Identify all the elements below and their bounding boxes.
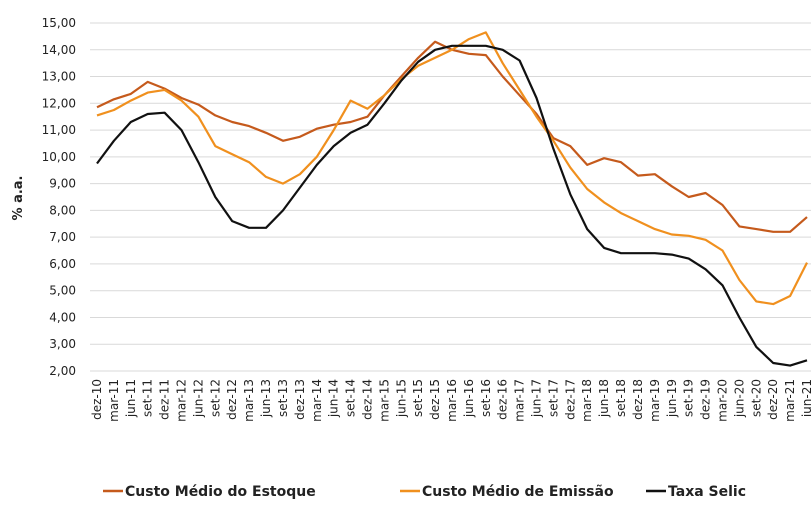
- x-tick-label: mar-16: [445, 379, 459, 422]
- x-tick-label: jun-19: [665, 379, 679, 418]
- series-line: [96, 31, 808, 306]
- y-tick-label: 11,00: [42, 123, 76, 137]
- x-tick-label: dez-15: [428, 379, 442, 420]
- x-tick-label: mar-12: [175, 379, 189, 422]
- x-tick-label: dez-12: [225, 379, 239, 420]
- y-tick-label: 6,00: [49, 257, 76, 271]
- x-tick-label: set-18: [614, 379, 628, 417]
- x-tick-label: jun-14: [327, 379, 341, 418]
- x-tick-label: dez-14: [360, 379, 374, 420]
- x-tick-label: jun-13: [259, 379, 273, 418]
- x-tick-label: dez-19: [699, 379, 713, 420]
- x-tick-label: dez-16: [496, 379, 510, 420]
- y-tick-label: 7,00: [49, 230, 76, 244]
- x-tick-label: jun-11: [124, 379, 138, 418]
- x-tick-label: mar-13: [242, 379, 256, 422]
- x-tick-label: set-17: [546, 379, 560, 417]
- y-tick-label: 15,00: [42, 16, 76, 30]
- y-tick-label: 2,00: [49, 364, 76, 378]
- x-tick-label: jun-15: [394, 379, 408, 418]
- y-axis-label: % a.a.: [11, 176, 26, 221]
- x-tick-label: jun-12: [191, 379, 205, 418]
- x-tick-label: dez-20: [766, 379, 780, 420]
- x-tick-label: mar-21: [783, 379, 797, 422]
- x-tick-label: mar-11: [107, 379, 121, 422]
- x-tick-label: set-16: [479, 379, 493, 417]
- x-tick-label: jun-18: [597, 379, 611, 418]
- x-tick-label: jun-16: [462, 379, 476, 418]
- x-tick-label: dez-13: [293, 379, 307, 420]
- x-tick-label: mar-18: [580, 379, 594, 422]
- x-tick-label: dez-18: [631, 379, 645, 420]
- y-tick-label: 8,00: [49, 203, 76, 217]
- x-tick-label: mar-17: [513, 379, 527, 422]
- x-tick-label: set-12: [208, 379, 222, 417]
- y-tick-label: 4,00: [49, 310, 76, 324]
- series-line: [96, 40, 808, 233]
- x-tick-label: set-15: [411, 379, 425, 417]
- x-tick-label: mar-20: [715, 379, 729, 422]
- x-tick-label: dez-11: [158, 379, 172, 420]
- x-tick-label: jun-20: [732, 379, 746, 418]
- y-tick-label: 14,00: [42, 43, 76, 57]
- y-tick-label: 13,00: [42, 70, 76, 84]
- series-line: [96, 44, 808, 367]
- x-tick-label: set-13: [276, 379, 290, 417]
- x-tick-label: mar-19: [648, 379, 662, 422]
- legend-label: Taxa Selic: [668, 484, 746, 500]
- legend-label: Custo Médio do Estoque: [125, 484, 316, 500]
- x-tick-label: set-11: [141, 379, 155, 417]
- x-tick-label: dez-17: [563, 379, 577, 420]
- x-tick-label: jun-17: [530, 379, 544, 418]
- y-tick-label: 9,00: [49, 177, 76, 191]
- y-tick-label: 12,00: [42, 96, 76, 110]
- y-tick-label: 3,00: [49, 337, 76, 351]
- x-tick-label: mar-15: [377, 379, 391, 422]
- x-tick-label: set-19: [682, 379, 696, 417]
- x-tick-label: dez-10: [90, 379, 104, 420]
- y-tick-label: 10,00: [42, 150, 76, 164]
- legend-label: Custo Médio de Emissão: [422, 484, 614, 500]
- y-tick-label: 5,00: [49, 284, 76, 298]
- x-tick-label: jun-21: [800, 379, 811, 418]
- x-tick-label: set-20: [749, 379, 763, 417]
- x-tick-label: set-14: [344, 379, 358, 417]
- x-tick-label: mar-14: [310, 379, 324, 422]
